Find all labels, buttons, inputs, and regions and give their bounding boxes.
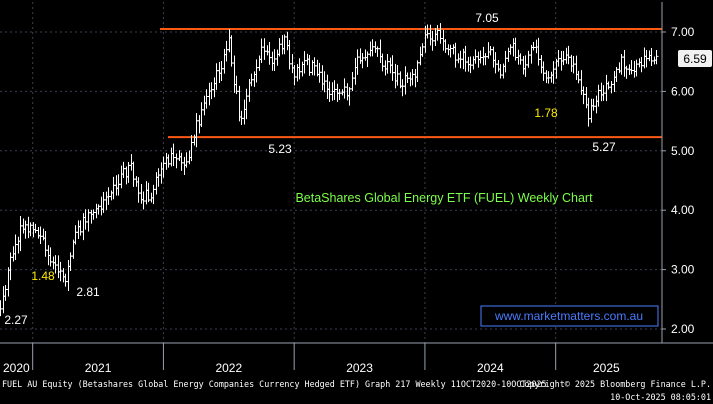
footer-right-bottom: 10-Oct-2025 08:05:01	[610, 392, 711, 402]
y-tick-label: 4.00	[671, 203, 695, 217]
price-annotation: 7.05	[475, 11, 499, 25]
watermark: www.marketmatters.com.au	[494, 309, 643, 323]
price-annotation: 2.81	[76, 285, 100, 299]
y-tick-label: 7.00	[671, 25, 695, 39]
x-tick-label: 2023	[346, 361, 373, 375]
level-lines	[160, 28, 662, 139]
price-annotation: 1.78	[534, 106, 558, 120]
last-price-label: 6.59	[683, 52, 707, 66]
x-tick-label: 2021	[85, 361, 112, 375]
footer-left: FUEL AU Equity (Betashares Global Energy…	[2, 379, 547, 389]
y-tick-label: 6.00	[671, 84, 695, 98]
watermark-box	[480, 305, 659, 327]
annotations: 7.05 5.23 5.27 1.78 1.48 2.81 2.27	[4, 11, 616, 327]
x-tick-label: 2025	[593, 361, 620, 375]
x-axis-ticks: 2020 2021 2022 2023 2024 2025	[3, 343, 620, 375]
last-price-badge	[678, 50, 712, 67]
x-tick-label: 2024	[477, 361, 504, 375]
y-tick-label: 2.00	[671, 322, 695, 336]
chart-title: BetaShares Global Energy ETF (FUEL) Week…	[295, 191, 593, 205]
price-annotation: 5.27	[592, 140, 616, 154]
footer-right-top: Copyright© 2025 Bloomberg Finance L.P.	[519, 379, 711, 389]
x-tick-label: 2022	[215, 361, 242, 375]
price-bars	[0, 23, 659, 317]
y-axis-ticks: 2.00 3.00 4.00 5.00 6.00 7.00	[662, 25, 695, 336]
y-tick-label: 5.00	[671, 144, 695, 158]
x-tick-label: 2020	[3, 361, 30, 375]
price-annotation: 2.27	[4, 313, 28, 327]
y-tick-label: 3.00	[671, 263, 695, 277]
price-annotation: 5.23	[268, 142, 292, 156]
price-annotation: 1.48	[31, 269, 55, 283]
